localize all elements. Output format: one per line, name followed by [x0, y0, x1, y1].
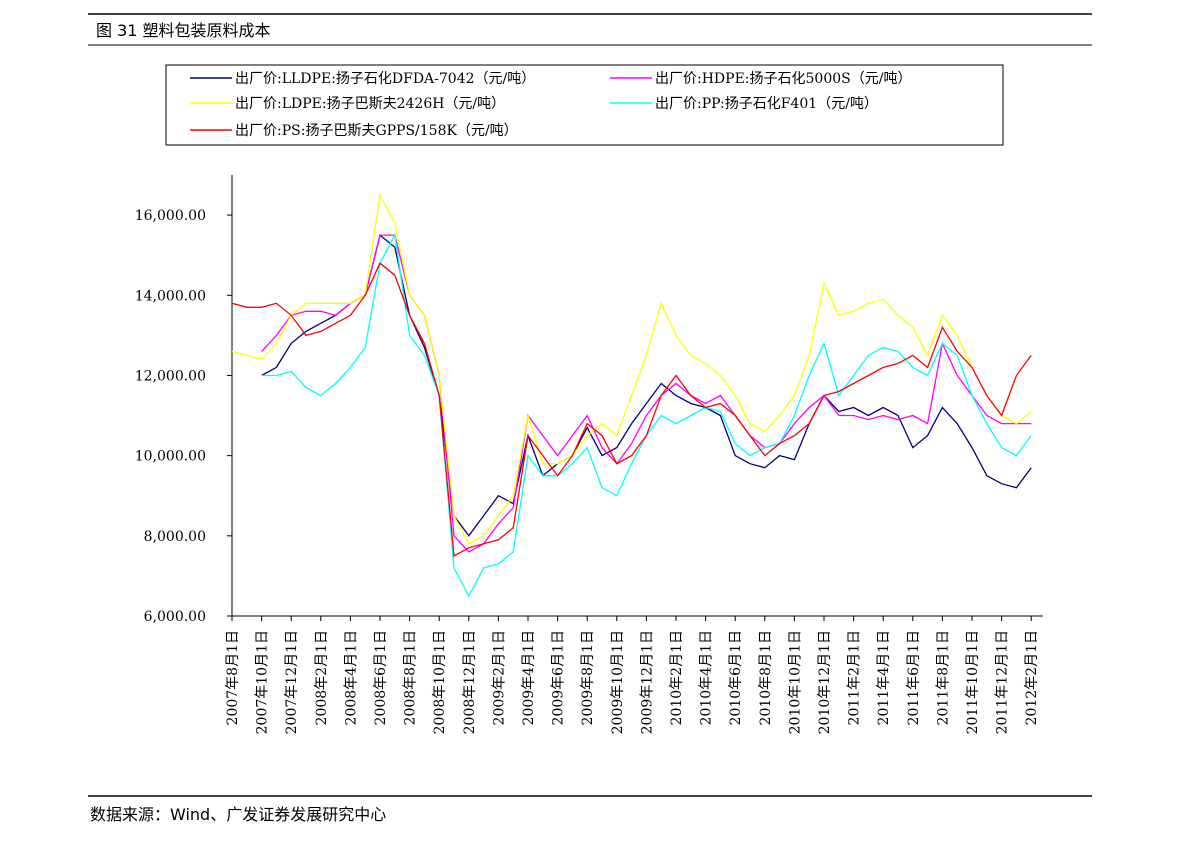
x-tick-label: 2008年2月1日	[314, 630, 330, 725]
x-tick-label: 2010年12月1日	[817, 630, 833, 734]
y-tick-label: 16,000.00	[135, 208, 206, 224]
x-tick-label: 2009年10月1日	[610, 630, 626, 734]
x-tick-label: 2009年12月1日	[639, 630, 655, 734]
y-tick-label: 14,000.00	[135, 288, 206, 304]
x-tick-label: 2010年4月1日	[699, 630, 715, 725]
legend-label: 出厂价:PS:扬子巴斯夫GPPS/158K（元/吨）	[235, 123, 518, 139]
source-note: 数据来源：Wind、广发证券发展研究中心	[90, 805, 386, 824]
x-tick-label: 2009年8月1日	[580, 630, 596, 725]
legend-label: 出厂价:HDPE:扬子石化5000S（元/吨）	[655, 71, 911, 87]
legend-label: 出厂价:PP:扬子石化F401（元/吨）	[655, 96, 878, 112]
legend-label: 出厂价:LDPE:扬子巴斯夫2426H（元/吨）	[235, 96, 505, 112]
figure-title: 图 31 塑料包装原料成本	[96, 21, 271, 40]
x-tick-label: 2007年8月1日	[225, 630, 241, 725]
x-tick-label: 2008年4月1日	[343, 630, 359, 725]
x-tick-label: 2009年2月1日	[491, 630, 507, 725]
x-tick-label: 2008年8月1日	[403, 630, 419, 725]
series-line	[231, 192, 1032, 545]
x-tick-label: 2011年6月1日	[906, 630, 922, 725]
x-tick-label: 2011年12月1日	[995, 630, 1011, 734]
x-tick-label: 2007年12月1日	[284, 630, 300, 734]
x-tick-label: 2010年10月1日	[787, 630, 803, 734]
y-tick-label: 6,000.00	[144, 609, 206, 625]
y-tick-label: 8,000.00	[144, 529, 206, 545]
x-tick-label: 2011年2月1日	[847, 630, 863, 725]
y-tick-label: 12,000.00	[135, 368, 206, 384]
legend-box	[165, 64, 1004, 146]
x-tick-label: 2011年8月1日	[935, 630, 951, 725]
x-tick-label: 2010年2月1日	[669, 630, 685, 725]
x-tick-label: 2008年6月1日	[373, 630, 389, 725]
series-line	[261, 234, 1032, 553]
x-tick-label: 2012年2月1日	[1024, 630, 1040, 725]
x-tick-label: 2011年10月1日	[965, 630, 981, 734]
y-tick-label: 10,000.00	[135, 449, 206, 465]
x-tick-label: 2009年6月1日	[551, 630, 567, 725]
x-tick-label: 2010年6月1日	[728, 630, 744, 725]
x-tick-label: 2008年12月1日	[462, 630, 478, 734]
x-tick-label: 2010年8月1日	[758, 630, 774, 725]
x-tick-label: 2011年4月1日	[876, 630, 892, 725]
series-line	[231, 262, 1032, 557]
legend-label: 出厂价:LLDPE:扬子石化DFDA-7042（元/吨）	[235, 71, 535, 87]
x-tick-label: 2007年10月1日	[255, 630, 271, 734]
x-tick-label: 2008年10月1日	[432, 630, 448, 734]
x-tick-label: 2009年4月1日	[521, 630, 537, 725]
